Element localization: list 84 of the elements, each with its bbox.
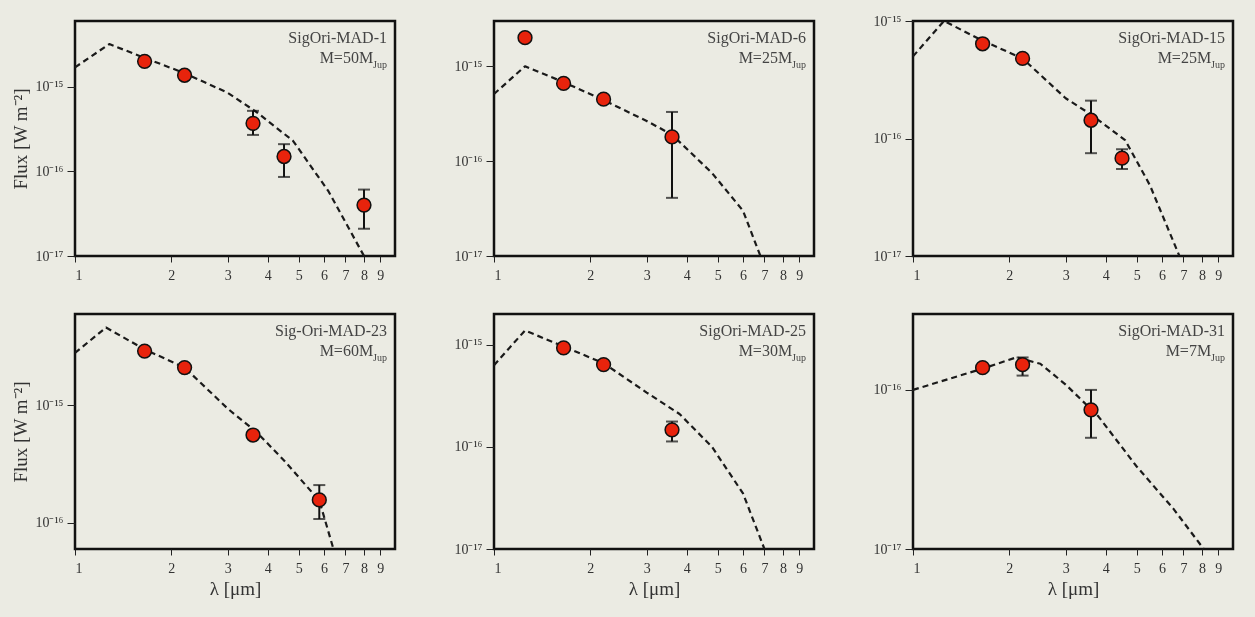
x-tick-label: 8 xyxy=(360,267,368,283)
y-tick-label: 10⁻¹⁵ xyxy=(35,79,64,95)
x-tick-label: 4 xyxy=(264,560,272,576)
y-tick-label: 10⁻¹⁷ xyxy=(454,541,483,557)
x-tick-label: 9 xyxy=(796,267,804,283)
x-tick-label: 4 xyxy=(683,267,691,283)
x-axis-title: λ [μm] xyxy=(1047,577,1100,599)
x-tick-label: 5 xyxy=(1133,560,1141,576)
x-tick-label: 8 xyxy=(1198,560,1206,576)
x-tick-label: 2 xyxy=(168,267,176,283)
annotation: SigOri-MAD-31 xyxy=(1118,322,1226,340)
x-tick-label: 9 xyxy=(796,560,804,576)
x-tick-label: 3 xyxy=(1062,267,1070,283)
x-tick-label: 4 xyxy=(1102,560,1110,576)
x-tick-label: 7 xyxy=(761,560,769,576)
y-tick-label: 10⁻¹⁵ xyxy=(35,397,64,413)
y-tick-label: 10⁻¹⁶ xyxy=(873,382,902,398)
x-tick-label: 6 xyxy=(740,267,748,283)
x-tick-label: 7 xyxy=(1180,560,1188,576)
x-tick-label: 1 xyxy=(913,267,921,283)
point xyxy=(245,115,261,131)
x-axis-title: λ [μm] xyxy=(628,577,681,599)
x-tick-label: 5 xyxy=(1133,267,1141,283)
x-tick-label: 1 xyxy=(75,560,83,576)
x-tick-label: 8 xyxy=(779,267,787,283)
x-tick-label: 5 xyxy=(295,560,303,576)
y-axis-title: Flux [W m⁻²] xyxy=(10,381,32,483)
x-tick-label: 2 xyxy=(1006,560,1014,576)
y-tick-label: 10⁻¹⁶ xyxy=(35,515,64,531)
x-tick-label: 5 xyxy=(714,267,722,283)
x-tick-label: 7 xyxy=(342,560,350,576)
y-tick-label: 10⁻¹⁷ xyxy=(873,248,902,264)
x-tick-label: 9 xyxy=(1215,560,1223,576)
x-tick-label: 9 xyxy=(377,267,385,283)
y-tick-label: 10⁻¹⁶ xyxy=(454,153,483,169)
x-tick-label: 8 xyxy=(779,560,787,576)
y-axis-title: Flux [W m⁻²] xyxy=(10,88,32,190)
x-tick-label: 4 xyxy=(683,560,691,576)
x-tick-label: 6 xyxy=(321,267,329,283)
x-tick-label: 3 xyxy=(224,560,232,576)
x-tick-label: 8 xyxy=(1198,267,1206,283)
x-tick-label: 1 xyxy=(494,267,502,283)
y-tick-label: 10⁻¹⁷ xyxy=(873,541,902,557)
annotation: SigOri-MAD-1 xyxy=(288,29,388,47)
annotation: Sig-Ori-MAD-23 xyxy=(275,322,388,340)
x-tick-label: 6 xyxy=(1159,560,1167,576)
y-tick-label: 10⁻¹⁷ xyxy=(35,248,64,264)
y-tick-label: 10⁻¹⁵ xyxy=(454,337,483,353)
x-tick-label: 1 xyxy=(494,560,502,576)
x-tick-label: 2 xyxy=(587,560,595,576)
x-tick-label: 6 xyxy=(1159,267,1167,283)
point xyxy=(356,197,372,213)
x-tick-label: 4 xyxy=(1102,267,1110,283)
x-tick-label: 8 xyxy=(360,560,368,576)
x-tick-label: 5 xyxy=(295,267,303,283)
x-tick-label: 2 xyxy=(168,560,176,576)
x-tick-label: 3 xyxy=(643,560,651,576)
y-tick-label: 10⁻¹⁶ xyxy=(35,163,64,179)
x-tick-label: 6 xyxy=(321,560,329,576)
x-tick-label: 7 xyxy=(761,267,769,283)
x-tick-label: 3 xyxy=(643,267,651,283)
x-tick-label: 2 xyxy=(587,267,595,283)
x-tick-label: 6 xyxy=(740,560,748,576)
x-tick-label: 3 xyxy=(224,267,232,283)
y-tick-label: 10⁻¹⁵ xyxy=(454,58,483,74)
annotation: SigOri-MAD-15 xyxy=(1118,29,1226,47)
x-tick-label: 3 xyxy=(1062,560,1070,576)
point xyxy=(136,53,153,69)
x-tick-label: 9 xyxy=(1215,267,1223,283)
y-tick-label: 10⁻¹⁶ xyxy=(454,439,483,455)
x-tick-label: 7 xyxy=(342,267,350,283)
y-tick-label: 10⁻¹⁵ xyxy=(873,13,902,29)
x-tick-label: 1 xyxy=(913,560,921,576)
annotation: SigOri-MAD-25 xyxy=(699,322,807,340)
x-tick-label: 4 xyxy=(264,267,272,283)
x-axis-title: λ [μm] xyxy=(209,577,262,599)
x-tick-label: 9 xyxy=(377,560,385,576)
y-tick-label: 10⁻¹⁷ xyxy=(454,248,483,264)
x-tick-label: 5 xyxy=(714,560,722,576)
x-tick-label: 1 xyxy=(75,267,83,283)
x-tick-label: 2 xyxy=(1006,267,1014,283)
x-tick-label: 7 xyxy=(1180,267,1188,283)
annotation: SigOri-MAD-6 xyxy=(707,29,807,47)
y-tick-label: 10⁻¹⁶ xyxy=(873,131,902,146)
